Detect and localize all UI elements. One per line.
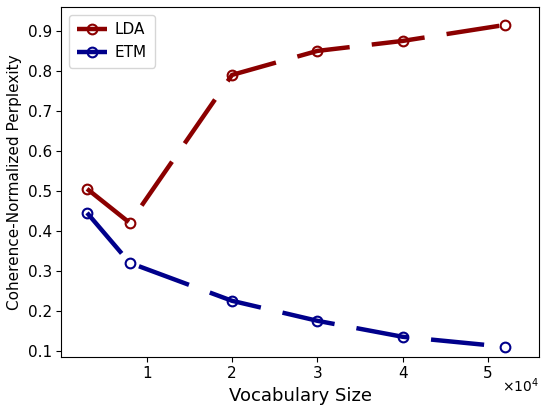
- LDA: [84, 186, 90, 191]
- Legend: LDA, ETM: LDA, ETM: [69, 14, 155, 68]
- LDA: [314, 49, 321, 54]
- ETM: [229, 298, 235, 303]
- ETM: [84, 211, 90, 215]
- Line: LDA: LDA: [82, 20, 510, 228]
- LDA: [502, 23, 508, 28]
- ETM: [314, 318, 321, 323]
- ETM: [502, 344, 508, 349]
- LDA: [229, 73, 235, 77]
- LDA: [399, 38, 406, 43]
- LDA: [127, 220, 133, 225]
- Y-axis label: Coherence-Normalized Perplexity: Coherence-Normalized Perplexity: [7, 54, 22, 310]
- X-axis label: Vocabulary Size: Vocabulary Size: [229, 387, 372, 405]
- ETM: [127, 260, 133, 265]
- Line: ETM: ETM: [82, 208, 510, 352]
- Text: $\times$10$^{4}$: $\times$10$^{4}$: [502, 376, 539, 395]
- ETM: [399, 334, 406, 339]
